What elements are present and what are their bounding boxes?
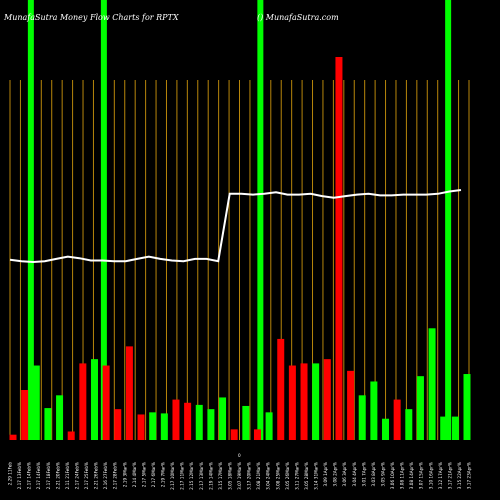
- money-flow-bar: [219, 397, 227, 440]
- money-flow-bar: [172, 399, 180, 440]
- x-tick-label: 3.17 21Apr%: [447, 462, 452, 489]
- money-flow-bar: [90, 359, 98, 440]
- x-tick-label: 2.17 14Feb%: [27, 462, 32, 489]
- x-tick-label: 3.04 4Apr%: [352, 462, 357, 487]
- x-tick-label: 3.06 3Apr%: [342, 462, 347, 487]
- x-tick-label: 3.11 27Mar%: [294, 462, 299, 490]
- money-flow-bar: [114, 409, 122, 440]
- x-tick-label: 2.17 24Feb%: [74, 462, 79, 489]
- money-flow-bar: [323, 359, 331, 440]
- money-flow-bar: [79, 363, 87, 440]
- x-tick-label: 3.10 16Apr%: [428, 462, 433, 489]
- x-tick-label: 2.17 13Feb%: [17, 462, 22, 489]
- x-tick-label: 3.17 20Mar%: [247, 462, 252, 490]
- x-tick-label: 3.15 22Apr%: [457, 462, 462, 489]
- x-tick-label: 2.14 4Mar%: [132, 462, 137, 487]
- money-flow-bar: [21, 389, 29, 440]
- money-flow-bar: [370, 381, 378, 440]
- money-flow-bar: [288, 365, 296, 440]
- x-tick-label: 3.06 10Apr%: [390, 462, 395, 489]
- money-flow-bar: [382, 418, 390, 440]
- money-flow-bar: [137, 414, 145, 440]
- x-tick-label: 3.09 1Apr%: [323, 462, 328, 487]
- x-tick-label: 3.03 8Apr%: [371, 462, 376, 487]
- x-tick-label: 3.07 19Mar%: [237, 462, 242, 490]
- money-flow-bar: [184, 402, 192, 440]
- x-tick-label: 3.08 11Apr%: [400, 462, 405, 489]
- money-flow-bar: [207, 409, 215, 440]
- x-tick-label: 3.08 2Apr%: [333, 462, 338, 487]
- x-tick-label: 2.17 11Mar%: [180, 462, 185, 490]
- money-flow-bar: [44, 408, 52, 440]
- x-tick-label: 3.04 24Mar%: [266, 462, 271, 490]
- x-tick-label: 3.08 14Apr%: [409, 462, 414, 489]
- x-tick-label: 3.12 17Apr%: [438, 462, 443, 489]
- x-tick-label: 2.21 20Feb%: [55, 462, 60, 489]
- money-flow-bar: [277, 338, 285, 440]
- x-tick-label: 2.17 6Mar%: [151, 462, 156, 487]
- money-flow-bar: [32, 365, 40, 440]
- x-tick-labels: 2.29 11Feb 2.17 13Feb% 2.17 14Feb% 2.17 14F…: [8, 462, 472, 490]
- money-flow-bars: [9, 57, 471, 440]
- x-tick-label: 2.21 26Feb%: [94, 462, 99, 489]
- x-tick-label: 2.17 13Mar%: [199, 462, 204, 490]
- x-tick-label: 3.08 25Mar%: [275, 462, 280, 490]
- money-flow-bar: [428, 328, 436, 440]
- chart-title: MunafaSutra Money Flow Charts for RPTX: [3, 13, 179, 22]
- x-tick-label: 2.15 12Mar%: [189, 462, 194, 490]
- x-tick-label: 3.05 28Mar%: [304, 462, 309, 490]
- center-label: 0: [238, 453, 241, 458]
- money-flow-bar: [149, 412, 157, 440]
- x-tick-label: 2.16 27Feb%: [103, 462, 108, 489]
- money-flow-bar: [405, 409, 413, 440]
- money-flow-bar: [393, 399, 401, 440]
- money-flow-bar: [335, 57, 343, 440]
- money-flow-bar: [195, 404, 203, 440]
- money-flow-bar: [230, 429, 238, 440]
- x-tick-label: 2.11 21Feb%: [65, 462, 70, 489]
- x-tick-label: 2.29 11Feb: [8, 462, 13, 486]
- money-flow-bar: [242, 405, 250, 440]
- x-tick-label: 3.14 31Mar%: [314, 462, 319, 490]
- x-tick-label: 2.17 18Feb%: [46, 462, 51, 489]
- money-flow-bar: [56, 395, 64, 440]
- x-tick-label: 2.19 7Mar%: [161, 462, 166, 487]
- money-flow-bar: [160, 413, 168, 440]
- money-flow-bar: [440, 416, 448, 440]
- x-tick-label: 2.19 14Mar%: [208, 462, 213, 490]
- x-tick-label: 2.17 5Mar%: [141, 462, 146, 487]
- money-flow-bar: [312, 363, 320, 440]
- money-flow-bar: [358, 395, 366, 440]
- x-tick-label: 2.17 28Feb%: [113, 462, 118, 489]
- money-flow-bar: [300, 363, 308, 440]
- x-tick-label: 3.01 7Apr%: [361, 462, 366, 487]
- x-tick-label: 2.19 3Mar%: [122, 462, 127, 487]
- money-flow-bar: [67, 431, 75, 440]
- money-flow-bar: [125, 346, 133, 440]
- money-flow-bar: [416, 376, 424, 440]
- site-credit: () MunafaSutra.com: [257, 13, 339, 22]
- x-tick-label: 2.17 10Mar%: [170, 462, 175, 490]
- money-flow-bar: [253, 429, 261, 440]
- x-tick-label: 3.17 23Apr%: [467, 462, 472, 489]
- x-tick-label: 3.15 17Mar%: [218, 462, 223, 490]
- money-flow-bar: [9, 434, 17, 440]
- x-tick-label: 2.17 14Feb%: [36, 462, 41, 489]
- x-tick-label: 3.05 18Mar%: [227, 462, 232, 490]
- x-tick-label: 3.07 15Apr%: [419, 462, 424, 489]
- x-tick-label: 3.08 21Mar%: [256, 462, 261, 490]
- price-line: [9, 189, 462, 264]
- x-tick-label: 3.05 9Apr%: [380, 462, 385, 487]
- x-tick-label: 2.17 25Feb%: [84, 462, 89, 489]
- money-flow-bar: [265, 412, 273, 440]
- x-tick-label: 3.05 26Mar%: [285, 462, 290, 490]
- money-flow-bar: [451, 416, 459, 440]
- money-flow-bar: [102, 365, 110, 440]
- money-flow-bar: [347, 370, 355, 440]
- money-flow-bar: [463, 374, 471, 440]
